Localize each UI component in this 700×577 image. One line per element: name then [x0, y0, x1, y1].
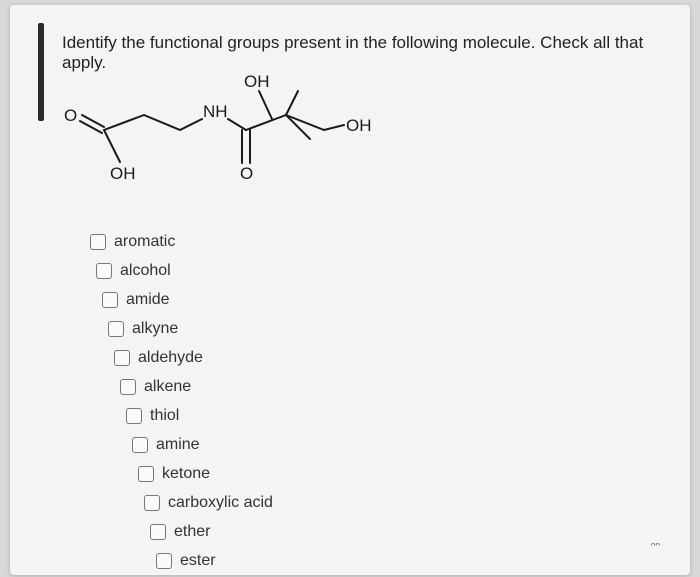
option-row: aldehyde	[114, 343, 273, 372]
checkbox[interactable]	[96, 263, 112, 279]
option-label: ester	[180, 552, 216, 570]
option-row: ester	[156, 546, 273, 575]
option-row: aromatic	[90, 227, 273, 256]
option-label: alkyne	[132, 320, 178, 338]
option-row: alkyne	[108, 314, 273, 343]
label-oh-right: OH	[346, 116, 372, 135]
option-row: amine	[132, 430, 273, 459]
option-row: ether	[150, 517, 273, 546]
option-label: amide	[126, 291, 170, 309]
label-nh: NH	[203, 102, 228, 121]
checkbox[interactable]	[120, 379, 136, 395]
option-label: aromatic	[114, 233, 175, 251]
checkbox[interactable]	[150, 524, 166, 540]
options-list: aromatic alcohol amide alkyne aldehyde alkene…	[90, 227, 273, 575]
option-label: alkene	[144, 378, 191, 396]
molecule-structure: O OH NH O OH OH	[62, 67, 392, 197]
checkbox[interactable]	[108, 321, 124, 337]
checkbox[interactable]	[156, 553, 172, 569]
label-o-left: O	[64, 106, 77, 125]
checkbox[interactable]	[114, 350, 130, 366]
label-o-mid: O	[240, 164, 253, 183]
option-label: ketone	[162, 465, 210, 483]
label-oh-top: OH	[244, 72, 270, 91]
left-rule	[38, 23, 44, 121]
checkbox[interactable]	[138, 466, 154, 482]
option-label: carboxylic acid	[168, 494, 273, 512]
option-label: alcohol	[120, 262, 171, 280]
checkbox[interactable]	[144, 495, 160, 511]
option-row: alcohol	[96, 256, 273, 285]
question-card: Identify the functional groups present i…	[10, 5, 690, 575]
scribble-mark: ᵔᵔ	[651, 539, 660, 557]
checkbox[interactable]	[102, 292, 118, 308]
option-label: thiol	[150, 407, 179, 425]
checkbox[interactable]	[126, 408, 142, 424]
option-label: aldehyde	[138, 349, 203, 367]
option-row: ketone	[138, 459, 273, 488]
option-row: amide	[102, 285, 273, 314]
label-oh-left: OH	[110, 164, 136, 183]
checkbox[interactable]	[132, 437, 148, 453]
checkbox[interactable]	[90, 234, 106, 250]
option-row: thiol	[126, 401, 273, 430]
option-label: ether	[174, 523, 210, 541]
option-label: amine	[156, 436, 200, 454]
option-row: alkene	[120, 372, 273, 401]
option-row: carboxylic acid	[144, 488, 273, 517]
